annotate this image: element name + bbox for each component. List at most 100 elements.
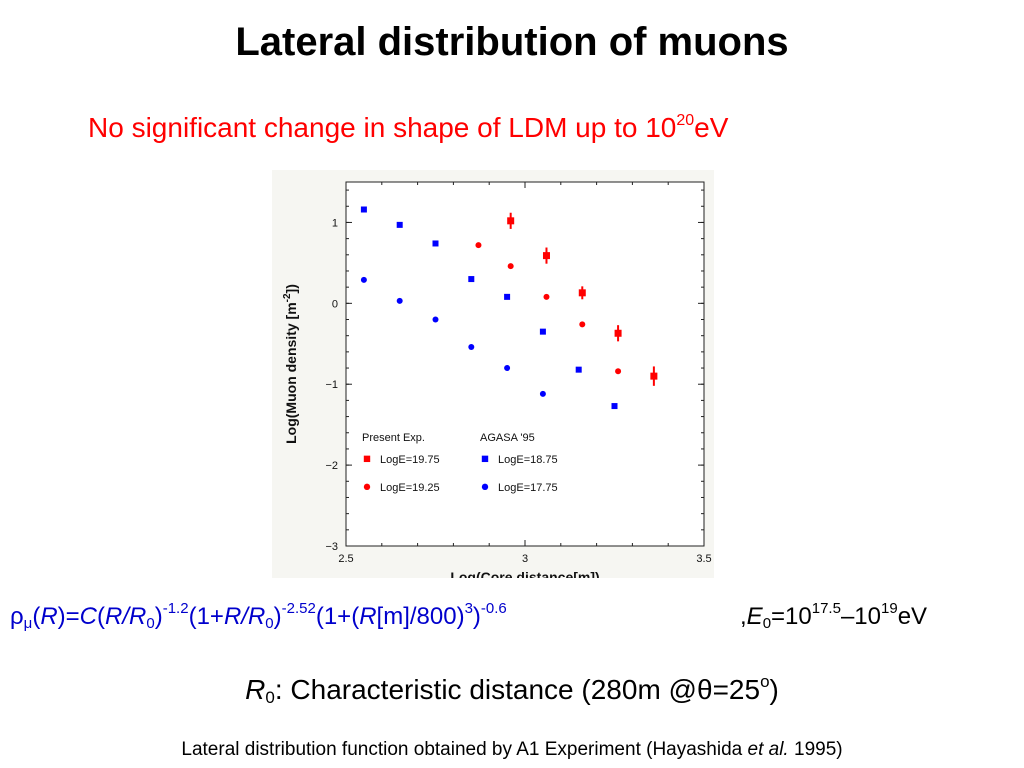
energy-E: E — [746, 603, 763, 630]
subtitle-exponent: 20 — [676, 112, 695, 129]
formula-expression: ρμ(R)=C(R/R0)-1.2(1+R/R0)-2.52(1+(R[m]/8… — [10, 600, 507, 632]
data-point — [614, 329, 622, 337]
data-point — [543, 293, 550, 300]
formula-exp-3: 3 — [464, 600, 473, 617]
subtitle-text: No significant change in shape of LDM up… — [88, 112, 677, 143]
formula-mu: μ — [23, 615, 33, 632]
y-tick-label: 0 — [332, 298, 338, 310]
formula-equals: )= — [57, 603, 80, 630]
r0-sub: 0 — [265, 688, 275, 707]
y-tick-label: 1 — [332, 217, 338, 229]
y-tick-label: −1 — [325, 379, 338, 391]
formula-R: R — [40, 603, 58, 630]
data-point — [650, 372, 658, 380]
formula-slash-2: / — [241, 603, 248, 630]
energy-E-sub: 0 — [762, 615, 772, 632]
data-point — [579, 321, 586, 328]
legend-marker — [363, 483, 371, 491]
data-point — [507, 263, 514, 270]
data-point — [468, 344, 475, 351]
formula-R-3: R — [359, 603, 377, 630]
characteristic-distance-note: R0: Characteristic distance (280m @θ=25o… — [0, 672, 1024, 708]
legend-marker — [481, 483, 489, 491]
y-axis-label: Log(Muon density [m-2]) — [282, 284, 299, 444]
caption-pre: Lateral distribution function obtained b… — [181, 739, 748, 760]
legend-label: LogE=19.75 — [380, 454, 440, 466]
energy-range: ,E0=1017.5–1019eV — [740, 600, 927, 632]
formula-paren-2: ( — [97, 603, 106, 630]
formula-R0-2: R — [247, 603, 266, 630]
data-point — [475, 242, 482, 249]
data-point — [578, 289, 586, 297]
x-tick-label: 2.5 — [338, 553, 353, 565]
r0-theta: θ — [696, 674, 713, 705]
data-point — [432, 240, 439, 247]
formula-exp-4: -0.6 — [480, 600, 507, 617]
data-point — [432, 316, 439, 323]
data-point — [539, 390, 546, 397]
formula-paren-open: ( — [32, 603, 41, 630]
energy-exp-high: 19 — [881, 600, 898, 617]
slide-caption: Lateral distribution function obtained b… — [0, 739, 1024, 761]
formula-close-2: ) — [273, 603, 282, 630]
energy-eq: =10 — [771, 603, 812, 630]
y-tick-label: −3 — [325, 541, 338, 553]
legend-label: LogE=19.25 — [380, 482, 440, 494]
formula-R0-sub-2: 0 — [265, 615, 274, 632]
formula-R-ratio-num: R — [105, 603, 123, 630]
legend-title-present: Present Exp. — [362, 432, 425, 444]
ldf-formula: ρμ(R)=C(R/R0)-1.2(1+R/R0)-2.52(1+(R[m]/8… — [10, 600, 927, 632]
legend-marker — [481, 455, 489, 463]
formula-R0-1: R — [129, 603, 147, 630]
data-point — [468, 276, 475, 283]
data-point — [575, 366, 582, 373]
formula-exp-2: -2.52 — [281, 600, 316, 617]
formula-R0-sub-1: 0 — [146, 615, 155, 632]
data-point — [611, 403, 618, 410]
data-point — [360, 276, 367, 283]
slide-title: Lateral distribution of muons — [235, 20, 789, 64]
data-point — [507, 217, 515, 225]
caption-post: 1995) — [788, 739, 843, 760]
data-point — [396, 221, 403, 228]
data-point — [615, 368, 622, 375]
chart-svg: 2.5 3 3.5 1 0 −1 −2 −3 Present Exp. AGASA '95 Log… — [282, 181, 712, 578]
formula-slash-1: / — [122, 603, 130, 630]
r0-R: R — [245, 674, 266, 705]
data-point — [504, 365, 511, 372]
data-point — [396, 297, 403, 304]
data-point — [360, 206, 367, 213]
plot-frame — [345, 181, 705, 547]
legend-marker — [363, 455, 371, 463]
x-axis-label: Log(Core distance[m]) — [450, 569, 599, 578]
subtitle-unit: eV — [694, 112, 729, 143]
formula-R-ratio-num-2: R — [223, 603, 242, 630]
formula-factor-2-open: (1+ — [188, 603, 224, 630]
formula-factor-3-open: (1+( — [315, 603, 360, 630]
slide-subtitle: No significant change in shape of LDM up… — [88, 112, 728, 144]
formula-close-3: ) — [472, 603, 481, 630]
formula-exp-1: -1.2 — [162, 600, 189, 617]
y-tick-label: −2 — [325, 460, 338, 472]
muon-ldf-chart: 2.5 3 3.5 1 0 −1 −2 −3 Present Exp. AGASA '95 Log… — [272, 170, 714, 578]
caption-et-al: et al. — [747, 739, 789, 760]
legend-title-agasa: AGASA '95 — [480, 432, 535, 444]
energy-dash: –10 — [840, 603, 881, 630]
data-point — [539, 328, 546, 335]
energy-comma: , — [740, 603, 747, 630]
x-tick-label: 3.5 — [696, 553, 711, 565]
data-point — [542, 252, 550, 260]
legend-label: LogE=17.75 — [498, 482, 558, 494]
energy-exp-low: 17.5 — [811, 600, 841, 617]
r0-close: ) — [769, 674, 779, 705]
r0-degree: o — [760, 672, 770, 691]
formula-rho: ρ — [10, 603, 24, 630]
formula-close-1: ) — [154, 603, 163, 630]
legend-label: LogE=18.75 — [498, 454, 558, 466]
energy-unit: eV — [897, 603, 928, 630]
formula-C: C — [79, 603, 98, 630]
r0-text: : Characteristic distance (280m @ — [274, 674, 697, 705]
data-point — [504, 293, 511, 300]
formula-m-over-800: [m]/800) — [376, 603, 465, 630]
x-tick-label: 3 — [522, 553, 528, 565]
